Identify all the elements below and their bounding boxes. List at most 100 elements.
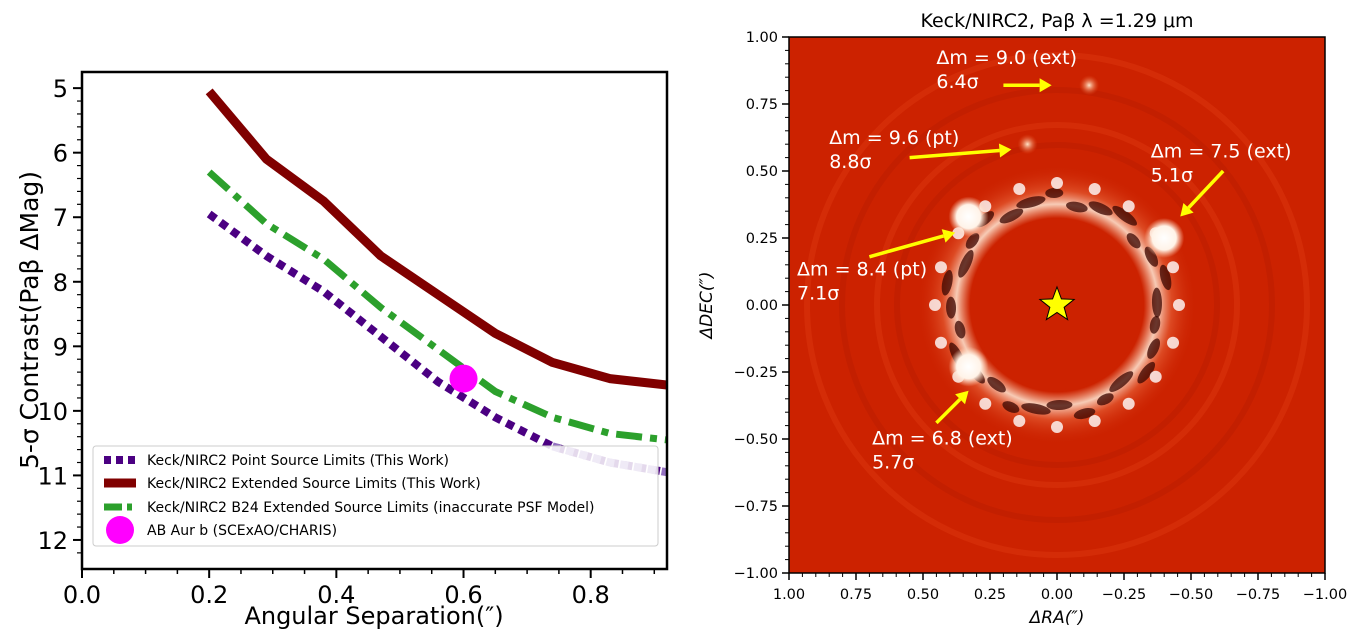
right-x-tick-label: −1.00 (1303, 587, 1347, 603)
dark-speckle (1147, 338, 1161, 359)
annotation-magnitude: Δm = 8.4 (pt) (797, 259, 927, 281)
annotation-magnitude: Δm = 6.8 (ext) (872, 427, 1013, 449)
legend-label: AB Aur b (SCExAO/CHARIS) (147, 523, 337, 539)
right-y-tick-label: 0.50 (746, 164, 778, 180)
annotation-arrow-shaft (909, 148, 1000, 160)
dark-speckle (1021, 403, 1051, 415)
speckle-ring (804, 52, 1310, 558)
legend-box (92, 445, 659, 547)
contrast-curves (205, 88, 667, 477)
annotation-arrow-shaft (868, 234, 945, 259)
bright-speckle (929, 299, 941, 311)
left-y-tick-label: 9 (53, 333, 68, 361)
right-x-tick-label: 0.50 (907, 587, 939, 603)
dark-speckle (1002, 401, 1020, 413)
right-x-tick-label: −0.75 (1236, 587, 1280, 603)
annotation-arrow-shaft (1187, 169, 1225, 210)
annotation-significance: 5.7σ (872, 451, 914, 473)
bright-speckle (1088, 415, 1101, 428)
right-x-tick-label: 0.25 (974, 587, 1006, 603)
left-legend: Keck/NIRC2 Point Source Limits (This Wor… (92, 445, 659, 547)
annotation-magnitude: Δm = 9.6 (pt) (829, 127, 959, 149)
source-blob (1144, 218, 1185, 258)
legend-label: Keck/NIRC2 Extended Source Limits (This … (147, 476, 481, 492)
image-panel: Keck/NIRC2, Paβ λ =1.29 μm 1.00 0.75 0.50 0… (697, 10, 1347, 628)
left-y-tick-label: 5 (53, 75, 68, 103)
right-x-axis-label: ΔRA(″) (1028, 608, 1085, 628)
legend-label: Keck/NIRC2 Point Source Limits (This Wor… (147, 453, 449, 469)
annotation-arrow-head (1180, 203, 1194, 217)
contrast-curve-chart: 0.0 0.2 0.4 0.6 0.8 5 6 7 8 9 10 11 12 Angular Separ… (15, 70, 669, 630)
right-x-tick-label: −0.25 (1102, 587, 1146, 603)
legend-label: Keck/NIRC2 B24 Extended Source Limits (i… (147, 500, 594, 516)
speckle-ring (894, 142, 1220, 468)
dark-speckle (1016, 196, 1046, 209)
point-source-limit-line (206, 210, 667, 477)
dark-speckle (1109, 371, 1134, 393)
annotation-magnitude: Δm = 7.5 (ext) (1151, 141, 1292, 163)
right-x-tick-label: 1.00 (773, 587, 805, 603)
extended-source-limit-line (205, 88, 667, 390)
source-annotation: Δm = 9.0 (ext)6.4σ (936, 47, 1077, 93)
b24-extended-limit-line (206, 169, 667, 444)
right-y-tick-label: −0.25 (734, 365, 778, 381)
left-y-axis-label: 5-σ Contrast(Paβ ΔMag) (15, 171, 44, 469)
annotation-arrow-head (955, 390, 969, 405)
dark-speckle (946, 296, 957, 319)
right-x-tick-label: −0.50 (1169, 587, 1213, 603)
annotation-magnitude: Δm = 9.0 (ext) (936, 47, 1077, 69)
source-blob (1079, 75, 1100, 96)
dark-speckle (1112, 205, 1138, 226)
legend-marker-ab-aur-b (106, 516, 134, 544)
right-x-tick-label: 0.00 (1041, 587, 1073, 603)
bright-speckle (1051, 177, 1063, 189)
right-y-axis-label: ΔDEC(″) (697, 272, 717, 341)
right-x-tick-label: 0.75 (840, 587, 872, 603)
right-y-tick-label: −1.00 (734, 566, 778, 582)
annotation-significance: 7.1σ (797, 283, 839, 305)
dark-speckle (1045, 188, 1064, 199)
right-y-tick-label: 0.75 (746, 97, 778, 113)
left-x-tick-label: 0.0 (63, 581, 101, 609)
bright-speckle (1051, 421, 1063, 433)
source-annotation: Δm = 8.4 (pt)7.1σ (797, 229, 956, 305)
speckle-ring (874, 122, 1240, 488)
left-x-tick-label: 0.6 (444, 581, 482, 609)
dark-speckle (1151, 287, 1162, 318)
source-blob (948, 346, 989, 387)
dark-speckle (1066, 201, 1088, 213)
dark-speckle (954, 320, 966, 339)
right-y-tick-label: 0.00 (746, 298, 778, 314)
left-y-tick-label: 7 (53, 204, 68, 232)
right-chart-title: Keck/NIRC2, Paβ λ =1.29 μm (920, 10, 1193, 32)
dark-speckle (1046, 399, 1073, 410)
right-y-tick-label: −0.75 (734, 499, 778, 515)
speckle-ring (839, 87, 1275, 523)
dark-speckle (1149, 315, 1161, 334)
bright-speckle (1013, 415, 1026, 428)
right-y-tick-label: 0.25 (746, 231, 778, 247)
bright-speckle (1149, 370, 1162, 383)
left-y-tick-label: 11 (37, 462, 68, 490)
dark-speckle (1073, 407, 1096, 420)
left-y-tick-label: 12 (37, 527, 68, 555)
dark-speckle (999, 208, 1024, 224)
star-marker (1038, 285, 1076, 321)
annotation-arrow-head (1039, 78, 1052, 93)
bright-speckle (1122, 397, 1135, 410)
bright-speckle (1167, 336, 1180, 349)
source-annotation: Δm = 6.8 (ext)5.7σ (872, 390, 1013, 473)
left-y-tick-label: 6 (53, 140, 68, 168)
left-y-tick-label: 8 (53, 269, 68, 297)
dark-speckle (1137, 361, 1156, 384)
dark-speckle (965, 233, 980, 249)
bright-speckle (1013, 182, 1026, 195)
dark-speckle (1144, 246, 1159, 267)
source-blob (948, 196, 989, 237)
bright-speckle (1167, 261, 1180, 274)
bright-speckle (934, 261, 947, 274)
dark-speckle (941, 269, 953, 296)
left-y-tick-label: 10 (37, 398, 68, 426)
source-annotation: Δm = 9.6 (pt)8.8σ (829, 127, 1012, 173)
